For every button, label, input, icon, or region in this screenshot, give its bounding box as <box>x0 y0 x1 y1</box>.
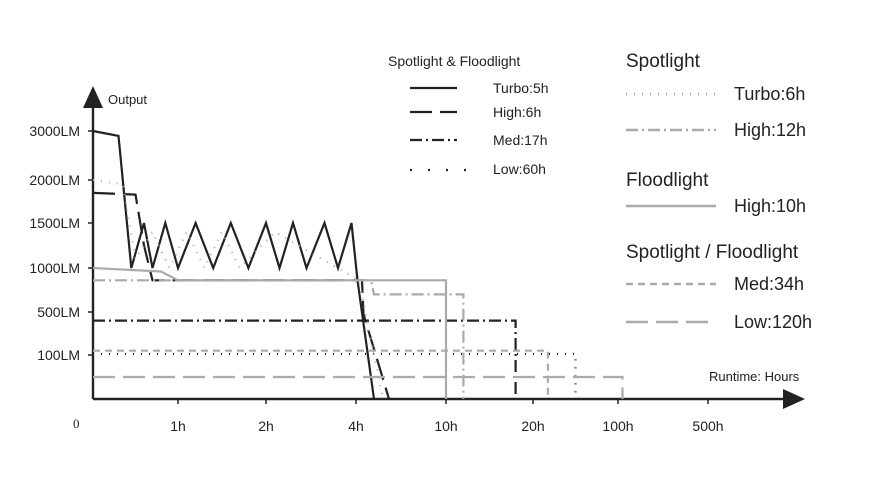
y-tick-label: 2000LM <box>29 172 80 188</box>
y-tick-label: 500LM <box>37 304 80 320</box>
x-tick-label: 1h <box>170 418 186 434</box>
x-tick-label: 500h <box>692 418 723 434</box>
legend-label-turbo-5h: Turbo:5h <box>493 80 549 96</box>
legend-label-med-17h: Med:17h <box>493 132 548 148</box>
y-axis-label: Output <box>108 92 147 107</box>
x-axis-label: Runtime: Hours <box>709 369 800 384</box>
x-tick-label: 10h <box>434 418 457 434</box>
y-tick-label: 1000LM <box>29 260 80 276</box>
legend-label-high-6h: High:6h <box>493 104 542 120</box>
x-tick-label: 20h <box>521 418 544 434</box>
series-line-high-6h <box>92 191 391 400</box>
legend-label-turbo-6h: Turbo:6h <box>734 84 806 104</box>
legend-label-low-120h: Low:120h <box>734 312 813 332</box>
series-line-high-12h <box>93 279 465 399</box>
series-line-med-17h <box>93 319 517 399</box>
series-line-low-120h <box>93 375 624 399</box>
series-line-turbo-6h <box>92 178 385 400</box>
series-line-high-10h <box>92 266 448 399</box>
legend-label-high-10h: High:10h <box>734 196 807 216</box>
plot-lines <box>92 129 624 400</box>
legend-label-med-34h: Med:34h <box>734 274 805 294</box>
origin-label: 0 <box>73 416 80 431</box>
legend-both-title: Spotlight / Floodlight <box>626 242 799 263</box>
series-line-med-34h <box>93 349 550 399</box>
y-axis-arrow <box>83 86 103 108</box>
series-line-low-60h <box>93 352 577 399</box>
legend-swatches <box>410 86 716 324</box>
x-axis-arrow <box>783 389 805 409</box>
legend-spot-title: Spotlight <box>626 51 700 72</box>
legend-combined-title: Spotlight & Floodlight <box>388 53 521 69</box>
legend-label-high-12h: High:12h <box>734 120 807 140</box>
y-tick-label: 1500LM <box>29 215 80 231</box>
x-tick-label: 4h <box>348 418 364 434</box>
chart-axes: Output Runtime: Hours 0 100LM 500LM 1000LM 150… <box>29 86 805 434</box>
legend-flood-title: Floodlight <box>626 170 709 191</box>
legend-label-low-60h: Low:60h <box>493 161 546 177</box>
y-tick-label: 3000LM <box>29 123 80 139</box>
series-line-turbo-5h <box>92 129 376 400</box>
x-tick-label: 100h <box>602 418 633 434</box>
y-tick-label: 100LM <box>37 347 80 363</box>
x-tick-label: 2h <box>258 418 274 434</box>
